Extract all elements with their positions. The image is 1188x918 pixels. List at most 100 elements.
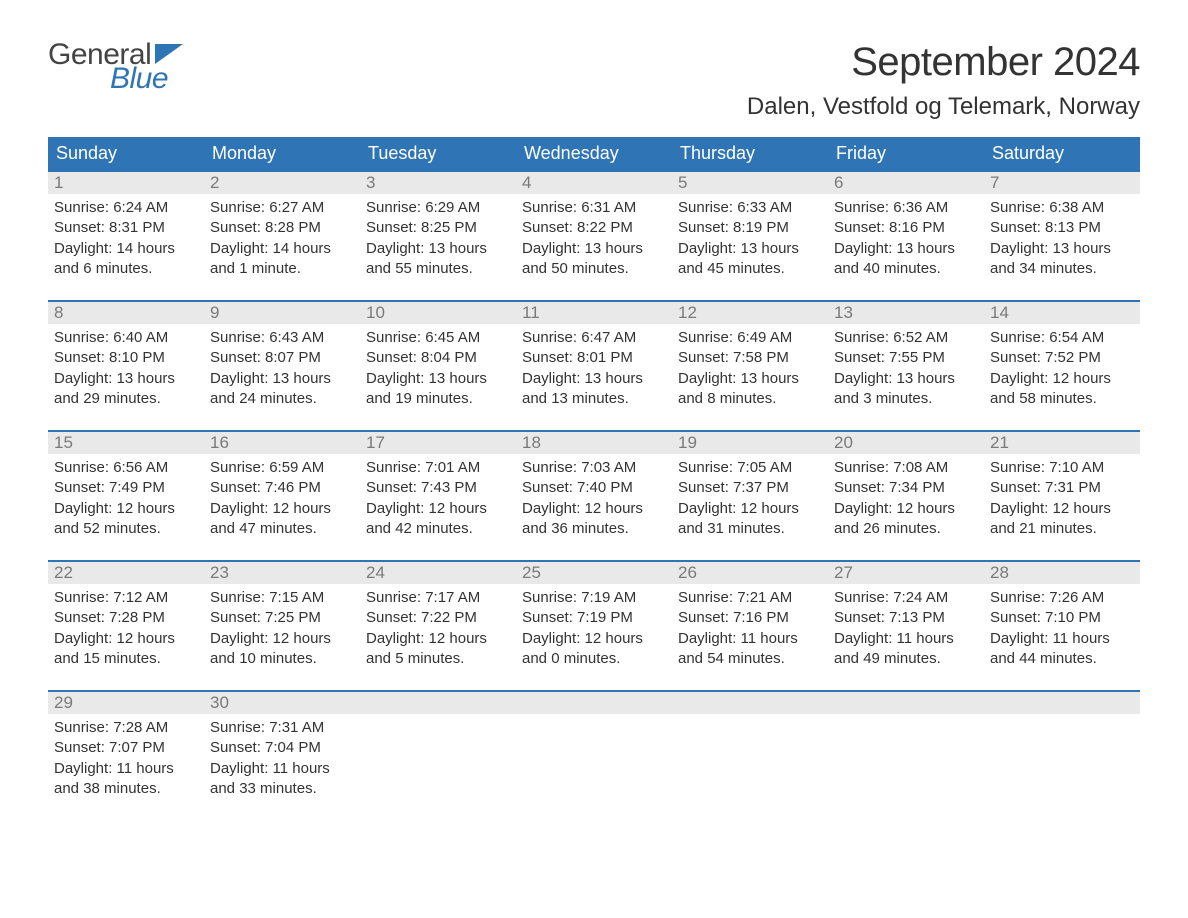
daylight-text: Daylight: 11 hours and 54 minutes. xyxy=(678,629,822,670)
daylight-text: Daylight: 13 hours and 55 minutes. xyxy=(366,239,510,280)
day-number: 25 xyxy=(516,562,672,584)
sunset-text: Sunset: 7:34 PM xyxy=(834,478,978,498)
day-body: Sunrise: 6:27 AMSunset: 8:28 PMDaylight:… xyxy=(204,194,360,279)
title-block: September 2024 Dalen, Vestfold og Telema… xyxy=(747,40,1140,121)
day-body: Sunrise: 6:40 AMSunset: 8:10 PMDaylight:… xyxy=(48,324,204,409)
sunset-text: Sunset: 7:07 PM xyxy=(54,738,198,758)
day-body: Sunrise: 7:12 AMSunset: 7:28 PMDaylight:… xyxy=(48,584,204,669)
day-number xyxy=(984,692,1140,714)
day-cell: 11Sunrise: 6:47 AMSunset: 8:01 PMDayligh… xyxy=(516,302,672,412)
daylight-text: Daylight: 13 hours and 45 minutes. xyxy=(678,239,822,280)
day-cell: 7Sunrise: 6:38 AMSunset: 8:13 PMDaylight… xyxy=(984,172,1140,282)
daylight-text: Daylight: 13 hours and 34 minutes. xyxy=(990,239,1134,280)
day-cell: 2Sunrise: 6:27 AMSunset: 8:28 PMDaylight… xyxy=(204,172,360,282)
day-number: 11 xyxy=(516,302,672,324)
day-number: 15 xyxy=(48,432,204,454)
day-body: Sunrise: 6:52 AMSunset: 7:55 PMDaylight:… xyxy=(828,324,984,409)
sunrise-text: Sunrise: 6:33 AM xyxy=(678,198,822,218)
day-number: 7 xyxy=(984,172,1140,194)
day-number xyxy=(360,692,516,714)
daylight-text: Daylight: 13 hours and 8 minutes. xyxy=(678,369,822,410)
sunset-text: Sunset: 7:43 PM xyxy=(366,478,510,498)
day-number: 14 xyxy=(984,302,1140,324)
day-number: 23 xyxy=(204,562,360,584)
sunrise-text: Sunrise: 7:01 AM xyxy=(366,458,510,478)
day-cell: 29Sunrise: 7:28 AMSunset: 7:07 PMDayligh… xyxy=(48,692,204,802)
day-body: Sunrise: 6:45 AMSunset: 8:04 PMDaylight:… xyxy=(360,324,516,409)
sunset-text: Sunset: 7:40 PM xyxy=(522,478,666,498)
sunrise-text: Sunrise: 6:31 AM xyxy=(522,198,666,218)
sunset-text: Sunset: 8:25 PM xyxy=(366,218,510,238)
day-number: 4 xyxy=(516,172,672,194)
day-number xyxy=(516,692,672,714)
day-cell: 21Sunrise: 7:10 AMSunset: 7:31 PMDayligh… xyxy=(984,432,1140,542)
daylight-text: Daylight: 11 hours and 38 minutes. xyxy=(54,759,198,800)
dow-saturday: Saturday xyxy=(984,137,1140,170)
daylight-text: Daylight: 14 hours and 1 minute. xyxy=(210,239,354,280)
day-cell: 23Sunrise: 7:15 AMSunset: 7:25 PMDayligh… xyxy=(204,562,360,672)
day-body: Sunrise: 6:59 AMSunset: 7:46 PMDaylight:… xyxy=(204,454,360,539)
dow-wednesday: Wednesday xyxy=(516,137,672,170)
day-body: Sunrise: 7:19 AMSunset: 7:19 PMDaylight:… xyxy=(516,584,672,669)
sunrise-text: Sunrise: 7:12 AM xyxy=(54,588,198,608)
sunrise-text: Sunrise: 6:59 AM xyxy=(210,458,354,478)
day-number: 28 xyxy=(984,562,1140,584)
daylight-text: Daylight: 12 hours and 36 minutes. xyxy=(522,499,666,540)
sunset-text: Sunset: 8:07 PM xyxy=(210,348,354,368)
dow-thursday: Thursday xyxy=(672,137,828,170)
sunset-text: Sunset: 7:10 PM xyxy=(990,608,1134,628)
sunrise-text: Sunrise: 6:54 AM xyxy=(990,328,1134,348)
sunrise-text: Sunrise: 7:08 AM xyxy=(834,458,978,478)
day-body: Sunrise: 6:49 AMSunset: 7:58 PMDaylight:… xyxy=(672,324,828,409)
sunset-text: Sunset: 8:01 PM xyxy=(522,348,666,368)
daylight-text: Daylight: 12 hours and 47 minutes. xyxy=(210,499,354,540)
day-body: Sunrise: 7:08 AMSunset: 7:34 PMDaylight:… xyxy=(828,454,984,539)
day-body: Sunrise: 7:17 AMSunset: 7:22 PMDaylight:… xyxy=(360,584,516,669)
logo: General Blue xyxy=(48,40,183,94)
day-cell: 4Sunrise: 6:31 AMSunset: 8:22 PMDaylight… xyxy=(516,172,672,282)
day-number: 27 xyxy=(828,562,984,584)
sunrise-text: Sunrise: 7:19 AM xyxy=(522,588,666,608)
daylight-text: Daylight: 12 hours and 58 minutes. xyxy=(990,369,1134,410)
day-cell: 19Sunrise: 7:05 AMSunset: 7:37 PMDayligh… xyxy=(672,432,828,542)
day-cell xyxy=(672,692,828,802)
dow-friday: Friday xyxy=(828,137,984,170)
sunset-text: Sunset: 7:16 PM xyxy=(678,608,822,628)
day-number: 29 xyxy=(48,692,204,714)
day-body: Sunrise: 7:24 AMSunset: 7:13 PMDaylight:… xyxy=(828,584,984,669)
week-row: 1Sunrise: 6:24 AMSunset: 8:31 PMDaylight… xyxy=(48,170,1140,282)
day-number: 1 xyxy=(48,172,204,194)
day-cell: 3 Sunrise: 6:29 AMSunset: 8:25 PMDaylight… xyxy=(360,172,516,282)
sunset-text: Sunset: 7:55 PM xyxy=(834,348,978,368)
day-body: Sunrise: 7:28 AMSunset: 7:07 PMDaylight:… xyxy=(48,714,204,799)
sunrise-text: Sunrise: 6:45 AM xyxy=(366,328,510,348)
week-row: 29Sunrise: 7:28 AMSunset: 7:07 PMDayligh… xyxy=(48,690,1140,802)
daylight-text: Daylight: 13 hours and 50 minutes. xyxy=(522,239,666,280)
day-cell: 12Sunrise: 6:49 AMSunset: 7:58 PMDayligh… xyxy=(672,302,828,412)
sunset-text: Sunset: 7:22 PM xyxy=(366,608,510,628)
day-number: 8 xyxy=(48,302,204,324)
sunrise-text: Sunrise: 6:29 AM xyxy=(366,198,510,218)
day-body: Sunrise: 6:43 AMSunset: 8:07 PMDaylight:… xyxy=(204,324,360,409)
day-body: Sunrise: 6:54 AMSunset: 7:52 PMDaylight:… xyxy=(984,324,1140,409)
day-number: 19 xyxy=(672,432,828,454)
sunrise-text: Sunrise: 7:28 AM xyxy=(54,718,198,738)
day-number: 17 xyxy=(360,432,516,454)
sunset-text: Sunset: 8:31 PM xyxy=(54,218,198,238)
month-title: September 2024 xyxy=(747,40,1140,85)
day-number: 3 xyxy=(360,172,516,194)
sunset-text: Sunset: 7:49 PM xyxy=(54,478,198,498)
daylight-text: Daylight: 13 hours and 3 minutes. xyxy=(834,369,978,410)
sunrise-text: Sunrise: 7:10 AM xyxy=(990,458,1134,478)
daylight-text: Daylight: 12 hours and 42 minutes. xyxy=(366,499,510,540)
day-body: Sunrise: 6:24 AMSunset: 8:31 PMDaylight:… xyxy=(48,194,204,279)
sunrise-text: Sunrise: 6:36 AM xyxy=(834,198,978,218)
daylight-text: Daylight: 13 hours and 24 minutes. xyxy=(210,369,354,410)
location-text: Dalen, Vestfold og Telemark, Norway xyxy=(747,93,1140,121)
day-body: Sunrise: 7:03 AMSunset: 7:40 PMDaylight:… xyxy=(516,454,672,539)
sunrise-text: Sunrise: 6:56 AM xyxy=(54,458,198,478)
days-of-week-header: Sunday Monday Tuesday Wednesday Thursday… xyxy=(48,137,1140,170)
daylight-text: Daylight: 13 hours and 19 minutes. xyxy=(366,369,510,410)
sunrise-text: Sunrise: 6:24 AM xyxy=(54,198,198,218)
sunrise-text: Sunrise: 7:03 AM xyxy=(522,458,666,478)
